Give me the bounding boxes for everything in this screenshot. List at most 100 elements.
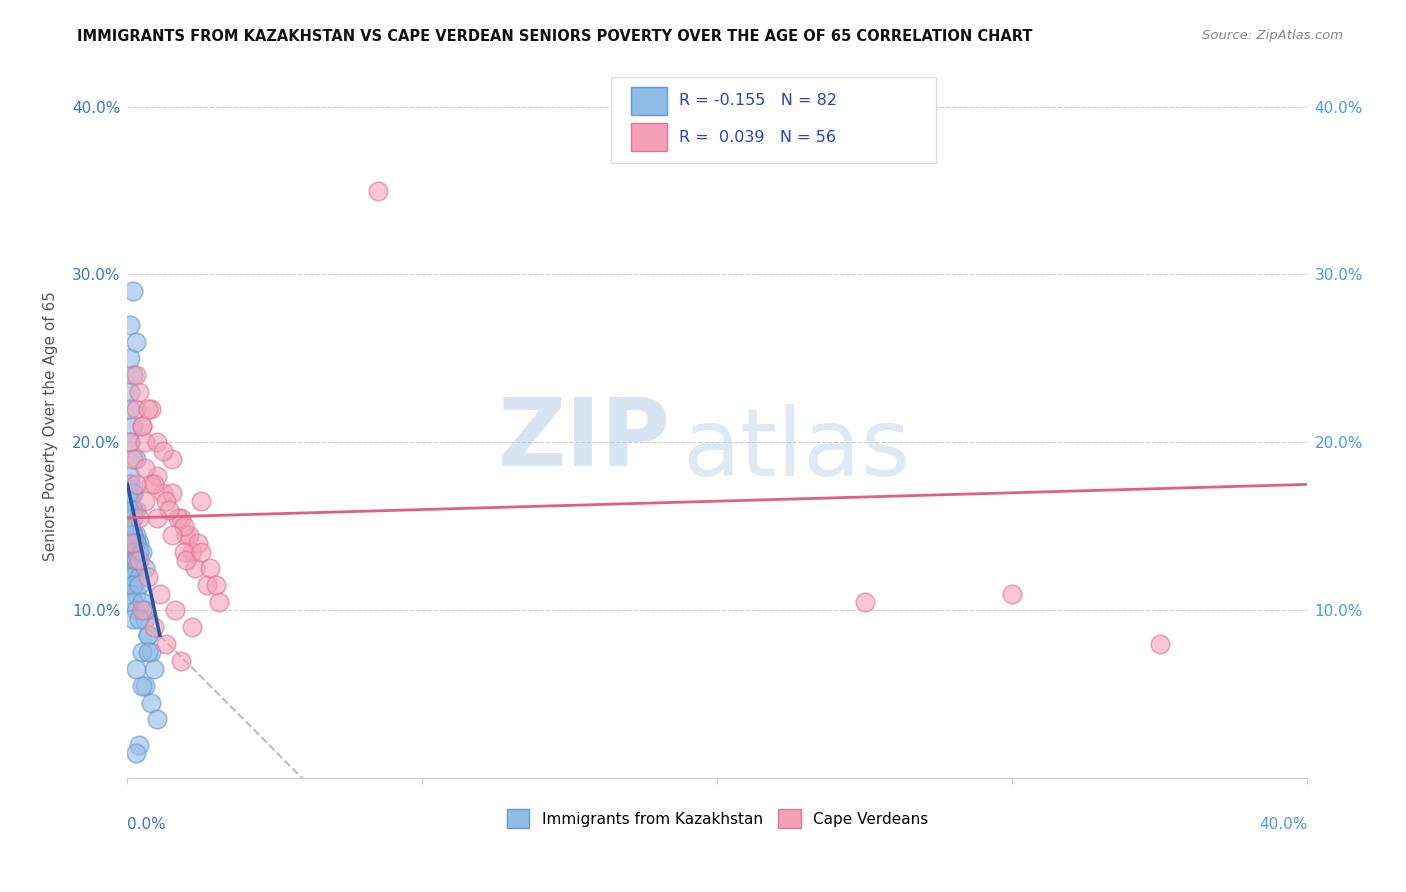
Point: [122, 536, 145, 550]
Point: [120, 536, 142, 550]
Point: [136, 645, 159, 659]
Point: [120, 435, 142, 450]
Point: [184, 561, 207, 575]
Point: [128, 738, 150, 752]
Point: [131, 544, 153, 558]
Point: [152, 443, 174, 458]
Point: [120, 553, 142, 567]
Point: [853, 595, 876, 609]
Point: [139, 696, 162, 710]
Point: [128, 570, 150, 584]
Point: [120, 351, 142, 366]
Point: [128, 612, 150, 626]
Point: [181, 620, 204, 634]
Point: [122, 544, 145, 558]
Point: [125, 553, 148, 567]
Point: [125, 662, 148, 676]
Point: [205, 578, 228, 592]
Point: [176, 527, 198, 541]
Point: [195, 578, 218, 592]
Point: [136, 628, 159, 642]
Point: [122, 536, 145, 550]
Point: [122, 612, 145, 626]
Point: [125, 603, 148, 617]
Point: [131, 679, 153, 693]
Bar: [631, 123, 666, 151]
Point: [143, 662, 166, 676]
Point: [139, 645, 162, 659]
Point: [160, 527, 183, 541]
Point: [136, 628, 159, 642]
Point: [120, 536, 142, 550]
Point: [120, 384, 142, 399]
Point: [120, 511, 142, 525]
Point: [134, 435, 156, 450]
Point: [1149, 637, 1171, 651]
Point: [190, 494, 212, 508]
Point: [122, 502, 145, 516]
Point: [169, 511, 191, 525]
Point: [122, 511, 145, 525]
Point: [190, 544, 212, 558]
Point: [146, 511, 169, 525]
Point: [143, 477, 166, 491]
Point: [125, 502, 148, 516]
Point: [122, 418, 145, 433]
Point: [122, 511, 145, 525]
Point: [120, 494, 142, 508]
Text: ZIP: ZIP: [498, 393, 671, 486]
Point: [122, 452, 145, 467]
Point: [128, 511, 150, 525]
Point: [120, 586, 142, 600]
Point: [169, 654, 191, 668]
Point: [122, 527, 145, 541]
Point: [146, 435, 169, 450]
Point: [122, 595, 145, 609]
Point: [128, 384, 150, 399]
Point: [122, 485, 145, 500]
Y-axis label: Seniors Poverty Over the Age of 65: Seniors Poverty Over the Age of 65: [44, 291, 58, 560]
Point: [122, 553, 145, 567]
Point: [125, 553, 148, 567]
Point: [120, 494, 142, 508]
Text: Source: ZipAtlas.com: Source: ZipAtlas.com: [1202, 29, 1343, 42]
Point: [120, 519, 142, 533]
Point: [122, 578, 145, 592]
Point: [125, 401, 148, 416]
Text: 0.0%: 0.0%: [128, 817, 166, 832]
Point: [134, 612, 156, 626]
Point: [125, 527, 148, 541]
Point: [120, 544, 142, 558]
Point: [128, 544, 150, 558]
Point: [125, 536, 148, 550]
Point: [134, 460, 156, 475]
Point: [187, 536, 209, 550]
Bar: [631, 87, 666, 115]
Text: atlas: atlas: [682, 404, 910, 496]
Point: [131, 418, 153, 433]
Text: R =  0.039   N = 56: R = 0.039 N = 56: [679, 129, 835, 145]
Point: [120, 318, 142, 332]
Point: [125, 477, 148, 491]
Point: [155, 494, 177, 508]
Point: [125, 452, 148, 467]
Point: [122, 485, 145, 500]
Point: [139, 401, 162, 416]
Point: [146, 713, 169, 727]
Point: [125, 368, 148, 383]
Point: [122, 578, 145, 592]
Point: [125, 536, 148, 550]
Point: [208, 595, 231, 609]
Point: [139, 477, 162, 491]
Point: [120, 519, 142, 533]
Point: [120, 519, 142, 533]
Point: [120, 401, 142, 416]
Point: [134, 561, 156, 575]
Point: [131, 603, 153, 617]
Text: IMMIGRANTS FROM KAZAKHSTAN VS CAPE VERDEAN SENIORS POVERTY OVER THE AGE OF 65 CO: IMMIGRANTS FROM KAZAKHSTAN VS CAPE VERDE…: [77, 29, 1033, 44]
Point: [157, 502, 180, 516]
Point: [134, 603, 156, 617]
Point: [367, 184, 389, 198]
Legend: Immigrants from Kazakhstan, Cape Verdeans: Immigrants from Kazakhstan, Cape Verdean…: [501, 803, 935, 834]
Point: [179, 527, 201, 541]
